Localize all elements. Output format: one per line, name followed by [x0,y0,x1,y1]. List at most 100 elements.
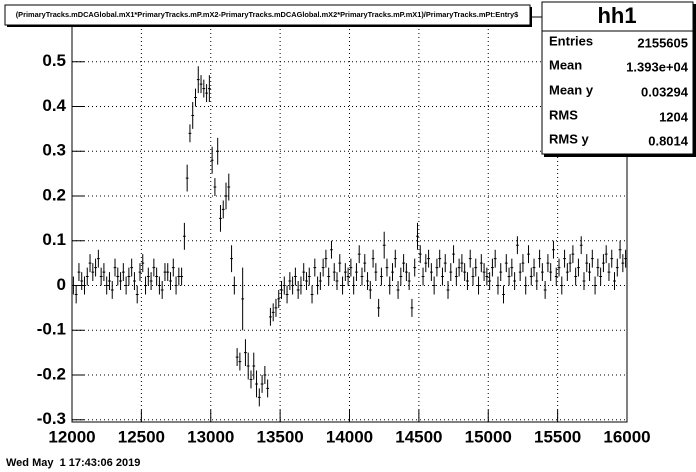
y-tick-label: -0.2 [37,364,66,383]
error-bar [410,298,414,317]
error-bar [113,258,117,277]
error-bar [343,263,347,282]
error-bar [471,267,475,286]
error-bar [291,276,294,295]
error-bar [529,267,533,286]
error-bar [83,276,86,295]
error-bar [371,249,375,268]
error-bar [543,281,547,299]
error-bar [516,236,519,255]
error-bar [574,267,578,286]
plot: 12000 12500 13000 13500 14000 14500 15000 15500… [37,17,651,446]
error-bar [246,352,250,380]
error-bar [538,249,541,268]
error-bar [488,272,492,290]
x-tick-label: 13000 [187,427,234,446]
error-bar [513,272,516,290]
error-bar [441,267,444,286]
stats-label: Mean [549,57,582,72]
error-bar [518,263,522,282]
error-bar [552,240,555,259]
x-tick-label: 12000 [48,427,95,446]
error-bar [596,258,600,277]
error-bar [402,254,405,273]
error-bar [155,267,159,286]
error-bar [482,263,486,282]
error-bar [288,272,292,290]
error-bar [316,276,319,295]
error-bar [302,263,306,282]
error-bar [252,352,256,380]
error-bar [202,79,206,98]
error-bar [160,281,164,299]
y-tick-label: -0.3 [37,409,66,428]
error-bar [460,254,464,273]
error-bar [219,204,222,232]
error-bar [491,258,494,277]
error-bar [352,276,356,295]
error-bar [194,88,197,107]
error-bar [216,137,220,165]
error-bar [496,276,500,295]
error-bar [479,254,483,273]
error-bar [435,258,439,277]
error-bar [610,249,614,268]
error-bar [169,272,172,290]
error-bar [407,272,411,290]
error-bar [191,102,195,129]
error-bar [327,267,331,286]
error-bar [119,272,122,290]
error-bar [235,348,239,367]
error-bar [124,276,128,295]
error-bar [560,276,564,295]
error-bar [146,267,150,286]
error-bar [224,182,228,210]
error-bar [588,263,591,282]
error-bar [285,285,289,304]
error-bar [521,254,525,273]
error-bar [102,263,106,282]
error-bar [454,267,458,286]
error-bar [318,272,322,290]
error-bar [540,263,544,282]
error-bar [621,254,625,273]
error-bar [604,245,608,264]
error-bar [502,285,505,304]
error-bar [504,254,508,273]
stats-name: hh1 [597,3,636,28]
error-bar [96,249,100,268]
error-bar [346,267,350,286]
error-bar [466,272,469,290]
error-bar [144,276,147,295]
error-bar [391,263,394,282]
error-bar [499,263,503,282]
title-box [4,4,531,26]
error-bar [582,272,586,290]
x-tick-label: 12500 [118,427,165,446]
error-bar [527,245,530,264]
y-tick-label: 0.5 [42,51,66,70]
error-bar [135,285,139,304]
error-bar [199,75,203,94]
error-bar [274,298,278,317]
error-bar [338,254,342,273]
error-bar [205,84,208,103]
error-bar [257,388,261,407]
error-bar [405,263,408,282]
x-tick-label: 13500 [256,427,303,446]
error-bar [305,272,308,290]
error-bar [388,276,392,295]
error-bar [568,254,572,273]
stats-box [541,1,694,155]
error-bar [266,379,270,398]
error-bar [507,267,511,286]
stats-value: 0.03294 [641,84,689,99]
x-tick-label: 14500 [395,427,442,446]
error-bar [477,276,480,295]
error-bar [424,254,428,273]
error-bar [99,267,103,286]
error-bar [524,276,528,295]
error-bar [152,258,156,277]
error-bar [174,276,178,295]
x-tick-label: 15500 [534,427,581,446]
